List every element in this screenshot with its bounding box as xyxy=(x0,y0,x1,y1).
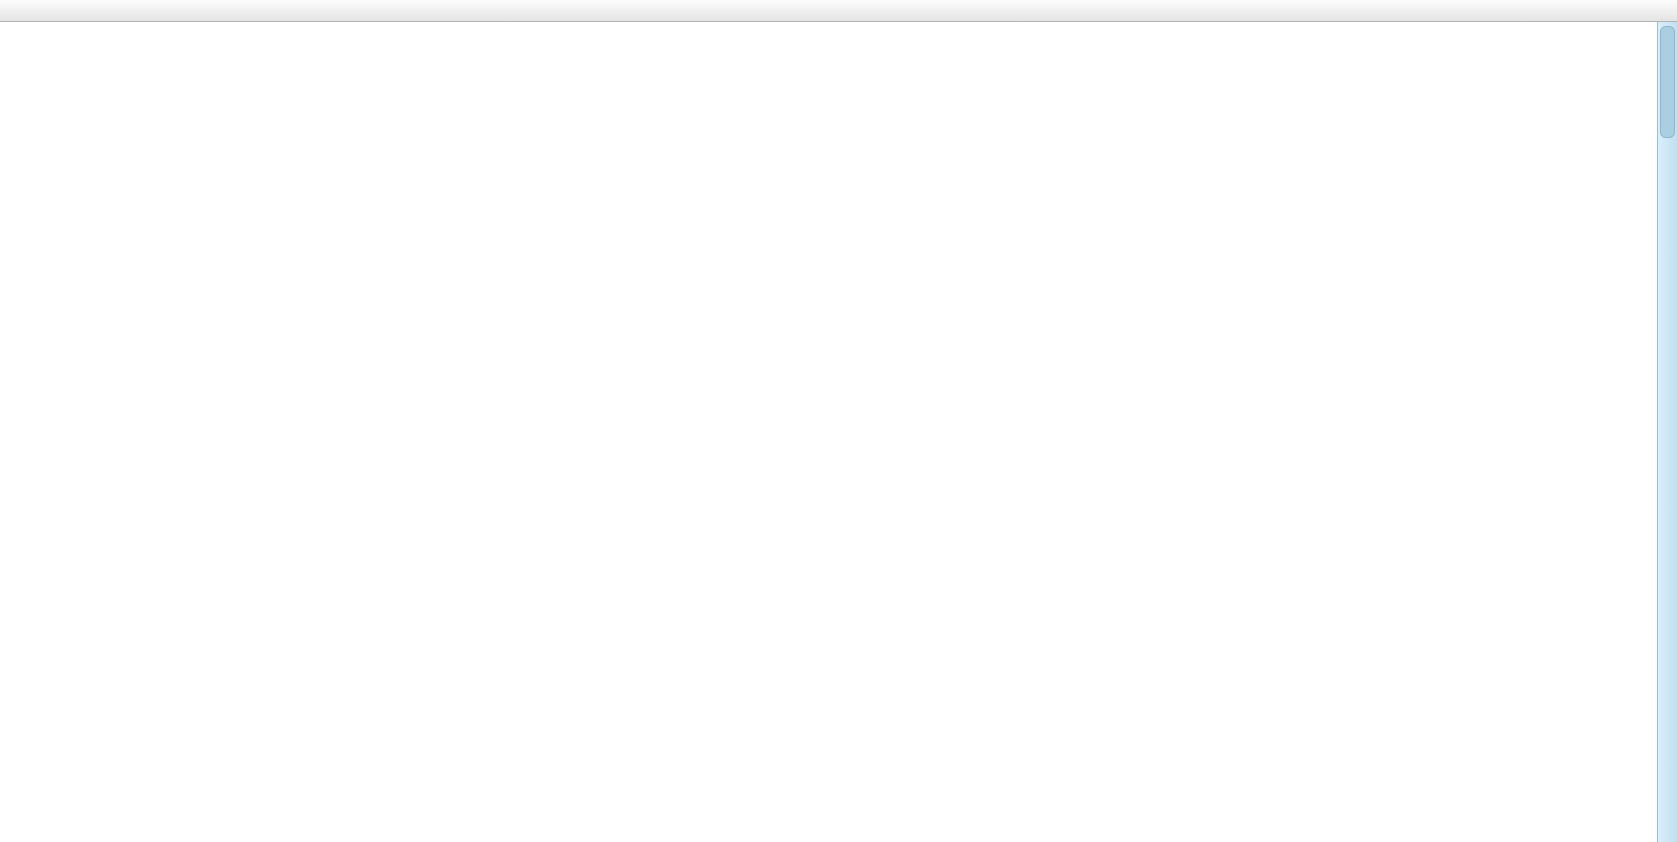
toolbar xyxy=(0,0,1677,22)
scrollbar-thumb[interactable] xyxy=(1660,26,1675,138)
vertical-scrollbar[interactable] xyxy=(1657,22,1677,842)
